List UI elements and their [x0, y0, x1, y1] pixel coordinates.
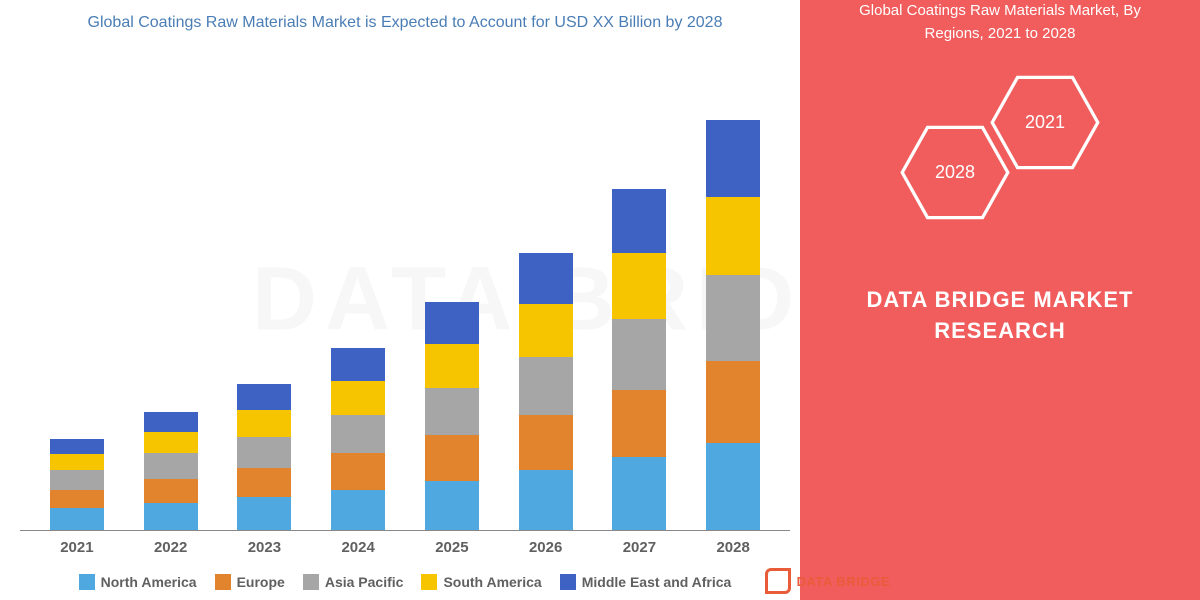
footer-logo-text: DATA BRIDGE	[797, 575, 890, 588]
bars-container	[20, 54, 790, 531]
bar-segment	[425, 388, 479, 435]
hex-front-label: 2021	[1025, 112, 1065, 133]
bar-segment	[425, 302, 479, 344]
sidebar-panel: Global Coatings Raw Materials Market, By…	[800, 0, 1200, 600]
chart-panel: Global Coatings Raw Materials Market is …	[0, 0, 800, 600]
bar-segment	[144, 479, 198, 503]
legend-item: South America	[421, 574, 541, 590]
bar-stack	[50, 439, 104, 530]
bar-segment	[612, 189, 666, 253]
bar-column	[511, 253, 581, 530]
footer-logo: DATA BRIDGE	[765, 568, 890, 594]
sidebar-title: Global Coatings Raw Materials Market, By…	[830, 0, 1170, 45]
bar-segment	[519, 253, 573, 304]
chart-body: 2021 2022 2023 2024 2025 2026 2027 2028 North A…	[20, 54, 790, 590]
bar-segment	[237, 437, 291, 468]
bar-stack	[706, 120, 760, 530]
bar-segment	[706, 197, 760, 275]
bar-segment	[50, 454, 104, 470]
bar-column	[698, 120, 768, 530]
legend-swatch-icon	[79, 574, 95, 590]
bar-segment	[144, 503, 198, 530]
bar-segment	[519, 357, 573, 415]
legend-swatch-icon	[560, 574, 576, 590]
bar-segment	[612, 390, 666, 457]
bar-segment	[50, 508, 104, 530]
legend-label: North America	[101, 574, 197, 590]
bar-stack	[331, 348, 385, 530]
hex-front: 2021	[990, 75, 1100, 170]
hex-graphic: 2028 2021	[890, 75, 1110, 255]
hex-back-label: 2028	[935, 162, 975, 183]
bar-segment	[331, 381, 385, 416]
bar-segment	[237, 384, 291, 410]
bar-column	[136, 412, 206, 530]
bar-column	[42, 439, 112, 530]
brand-text: DATA BRIDGE MARKET RESEARCH	[867, 285, 1134, 347]
bar-segment	[706, 275, 760, 361]
bar-segment	[706, 120, 760, 197]
bar-column	[323, 348, 393, 530]
bar-segment	[237, 468, 291, 497]
x-axis-labels: 2021 2022 2023 2024 2025 2026 2027 2028	[20, 531, 790, 556]
legend-item: Europe	[215, 574, 285, 590]
bar-segment	[425, 344, 479, 388]
x-axis-label: 2027	[604, 539, 674, 556]
x-axis-label: 2021	[42, 539, 112, 556]
bar-stack	[237, 384, 291, 530]
bar-segment	[237, 410, 291, 437]
bar-segment	[612, 253, 666, 319]
logo-mark-icon	[765, 568, 791, 594]
legend-swatch-icon	[215, 574, 231, 590]
bar-stack	[519, 253, 573, 530]
bar-segment	[144, 432, 198, 454]
bar-segment	[144, 453, 198, 479]
bar-stack	[612, 189, 666, 530]
main-layout: Global Coatings Raw Materials Market is …	[0, 0, 1200, 600]
bar-column	[417, 302, 487, 530]
bar-segment	[706, 361, 760, 443]
bar-segment	[425, 481, 479, 530]
bar-segment	[50, 470, 104, 490]
bar-segment	[706, 443, 760, 530]
legend-label: Middle East and Africa	[582, 574, 732, 590]
legend-swatch-icon	[421, 574, 437, 590]
legend-label: Asia Pacific	[325, 574, 404, 590]
legend-swatch-icon	[303, 574, 319, 590]
bar-segment	[144, 412, 198, 432]
x-axis-label: 2028	[698, 539, 768, 556]
bar-segment	[237, 497, 291, 530]
bar-stack	[144, 412, 198, 530]
legend-item: Asia Pacific	[303, 574, 404, 590]
legend-item: North America	[79, 574, 197, 590]
bar-segment	[50, 439, 104, 454]
bar-segment	[612, 319, 666, 390]
x-axis-label: 2023	[229, 539, 299, 556]
legend: North America Europe Asia Pacific South Ame…	[20, 574, 790, 590]
bar-segment	[519, 304, 573, 357]
chart-title: Global Coatings Raw Materials Market is …	[20, 12, 790, 34]
bar-segment	[331, 415, 385, 453]
bar-segment	[425, 435, 479, 481]
bar-segment	[50, 490, 104, 508]
x-axis-label: 2022	[136, 539, 206, 556]
x-axis-label: 2024	[323, 539, 393, 556]
bar-stack	[425, 302, 479, 530]
legend-item: Middle East and Africa	[560, 574, 732, 590]
bar-segment	[519, 415, 573, 470]
bar-segment	[612, 457, 666, 530]
legend-label: South America	[443, 574, 541, 590]
legend-label: Europe	[237, 574, 285, 590]
bar-segment	[331, 453, 385, 489]
x-axis-label: 2025	[417, 539, 487, 556]
bar-column	[229, 384, 299, 530]
x-axis-label: 2026	[511, 539, 581, 556]
bar-column	[604, 189, 674, 530]
bar-segment	[519, 470, 573, 530]
bar-segment	[331, 348, 385, 381]
bar-segment	[331, 490, 385, 530]
